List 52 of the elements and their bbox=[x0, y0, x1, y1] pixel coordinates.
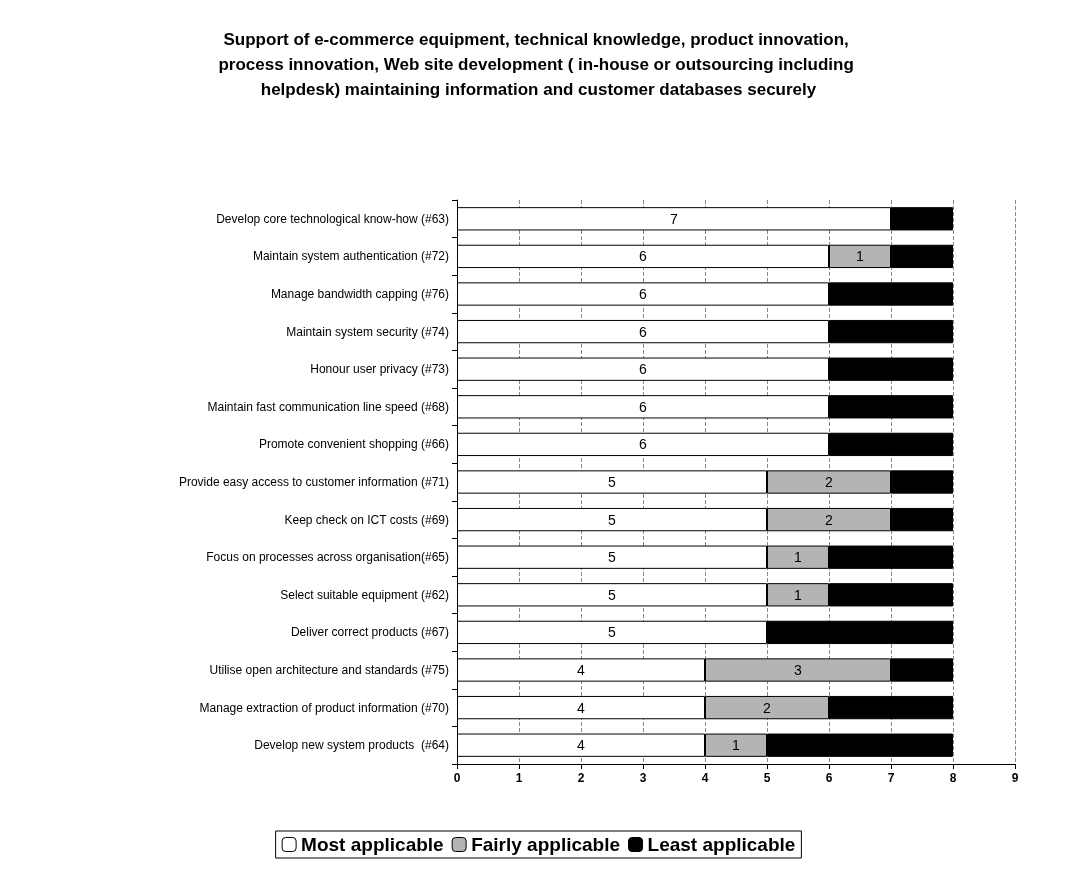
x-tick-label: 5 bbox=[763, 771, 771, 785]
legend-label: Least applicable bbox=[647, 834, 796, 855]
y-tick-label: Promote convenient shopping (#66) bbox=[258, 437, 449, 452]
data-label: 1 bbox=[794, 549, 803, 566]
data-label: 2 bbox=[763, 699, 772, 716]
data-label: 6 bbox=[639, 248, 648, 265]
chart-title: Support of e-commerce equipment, technical knowledge, product innovation, process innovation, Web site development ( in-house or outsourcing including helpdesk) maintaining information and customer databases securely bbox=[218, 30, 859, 99]
legend-label: Fairly applicable bbox=[471, 834, 621, 855]
data-label: 4 bbox=[577, 737, 586, 754]
data-label: 4 bbox=[577, 699, 586, 716]
legend-label: Most applicable bbox=[301, 834, 444, 855]
data-label: 1 bbox=[732, 737, 741, 754]
y-tick-label: Utilise open architecture and standards (#75) bbox=[209, 663, 449, 677]
data-label: 6 bbox=[639, 398, 648, 415]
data-label: 5 bbox=[608, 624, 617, 641]
data-label: 5 bbox=[608, 549, 617, 566]
x-tick-label: 4 bbox=[701, 771, 709, 785]
data-label: 6 bbox=[639, 323, 648, 340]
data-label: 2 bbox=[825, 474, 834, 490]
y-tick-label: Develop new system products (#64) bbox=[254, 738, 449, 753]
y-tick-label: Keep check on ICT costs (#69) bbox=[284, 512, 449, 527]
x-tick-label: 9 bbox=[1011, 771, 1019, 785]
data-label: 5 bbox=[608, 586, 617, 603]
y-tick-label: Provide easy access to customer information (#71) bbox=[178, 475, 449, 489]
data-label: 7 bbox=[670, 210, 679, 227]
data-label: 6 bbox=[639, 286, 648, 302]
y-tick-label: Manage bandwidth capping (#76) bbox=[270, 287, 449, 301]
x-tick-label: 8 bbox=[949, 771, 957, 785]
y-tick-label: Manage extraction of product information (#70) bbox=[199, 700, 449, 715]
y-tick-label: Maintain system security (#74) bbox=[286, 324, 449, 339]
data-label: 6 bbox=[639, 436, 648, 453]
y-tick-label: Deliver correct products (#67) bbox=[290, 625, 449, 640]
data-label: 5 bbox=[608, 511, 617, 528]
y-tick-label: Select suitable equipment (#62) bbox=[280, 587, 449, 602]
data-label: 5 bbox=[608, 474, 617, 490]
x-tick-label: 1 bbox=[515, 771, 523, 785]
data-label: 1 bbox=[856, 248, 865, 265]
data-label: 3 bbox=[794, 662, 803, 678]
data-label: 2 bbox=[825, 511, 834, 528]
y-tick-label: Focus on processes across organisation(#65) bbox=[206, 550, 449, 565]
x-tick-label: 3 bbox=[639, 771, 647, 785]
x-tick-label: 7 bbox=[887, 771, 895, 785]
y-tick-label: Develop core technological know-how (#63) bbox=[216, 211, 449, 226]
x-tick-label: 6 bbox=[825, 771, 833, 785]
data-label: 6 bbox=[639, 361, 648, 378]
data-label: 1 bbox=[794, 586, 803, 603]
data-label: 4 bbox=[577, 662, 586, 678]
y-tick-label: Honour user privacy (#73) bbox=[310, 362, 449, 377]
x-tick-label: 0 bbox=[453, 771, 461, 785]
y-tick-label: Maintain fast communication line speed (#68) bbox=[207, 399, 449, 414]
x-tick-label: 2 bbox=[577, 771, 585, 785]
y-tick-label: Maintain system authentication (#72) bbox=[252, 249, 449, 264]
